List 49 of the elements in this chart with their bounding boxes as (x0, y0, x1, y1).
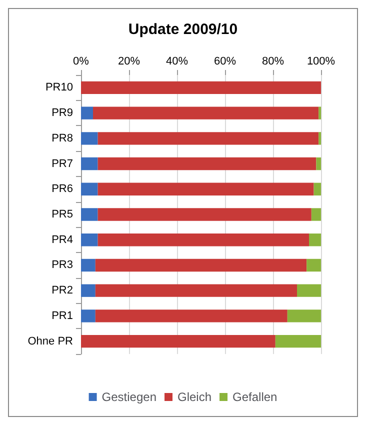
bar (81, 334, 276, 348)
bar (81, 81, 321, 94)
bar (81, 234, 98, 246)
legend-label: Gestiegen (102, 390, 156, 404)
y-tick-label: PR8 (52, 132, 73, 144)
bar (95, 310, 288, 322)
bar (309, 234, 321, 246)
legend-label: Gefallen (232, 390, 278, 404)
x-tick-label: 40% (166, 56, 188, 68)
bar (81, 208, 98, 221)
bar (95, 258, 307, 272)
bar (314, 182, 321, 196)
y-tick-label: Ohne PR (28, 335, 74, 348)
bar (275, 334, 321, 348)
y-tick-label: PR2 (52, 284, 73, 297)
bar (81, 182, 98, 196)
bar (81, 258, 96, 272)
bar (98, 132, 319, 145)
y-tick-label: PR1 (52, 310, 73, 322)
y-tick-label: PR3 (52, 259, 73, 272)
chart-title: Update 2009/10 (128, 21, 238, 38)
bar (95, 284, 297, 297)
bar (287, 310, 321, 322)
y-tick-label: PR10 (45, 82, 73, 94)
bar (311, 208, 321, 221)
bar (297, 284, 321, 297)
y-tick-label: PR5 (52, 208, 73, 220)
x-tick-label: 80% (262, 56, 284, 68)
bar (81, 310, 96, 322)
x-tick-label: 20% (118, 56, 140, 68)
y-tick-label: PR4 (52, 234, 73, 246)
bar (98, 157, 316, 170)
bar (93, 106, 319, 120)
bar (81, 106, 93, 120)
bar (316, 157, 321, 170)
x-tick-label: 0% (73, 56, 90, 68)
bar (81, 157, 98, 170)
y-tick-label: PR9 (52, 107, 73, 120)
bar (98, 234, 309, 246)
bar (81, 132, 98, 145)
y-tick-label: PR7 (52, 158, 73, 170)
y-tick-label: PR6 (52, 183, 73, 196)
bar (98, 182, 314, 196)
bar (306, 258, 321, 272)
legend-label: Gleich (177, 390, 212, 404)
x-tick-label: 100% (306, 56, 336, 68)
bar (81, 284, 96, 297)
x-tick-label: 60% (214, 56, 236, 68)
bar (98, 208, 312, 221)
